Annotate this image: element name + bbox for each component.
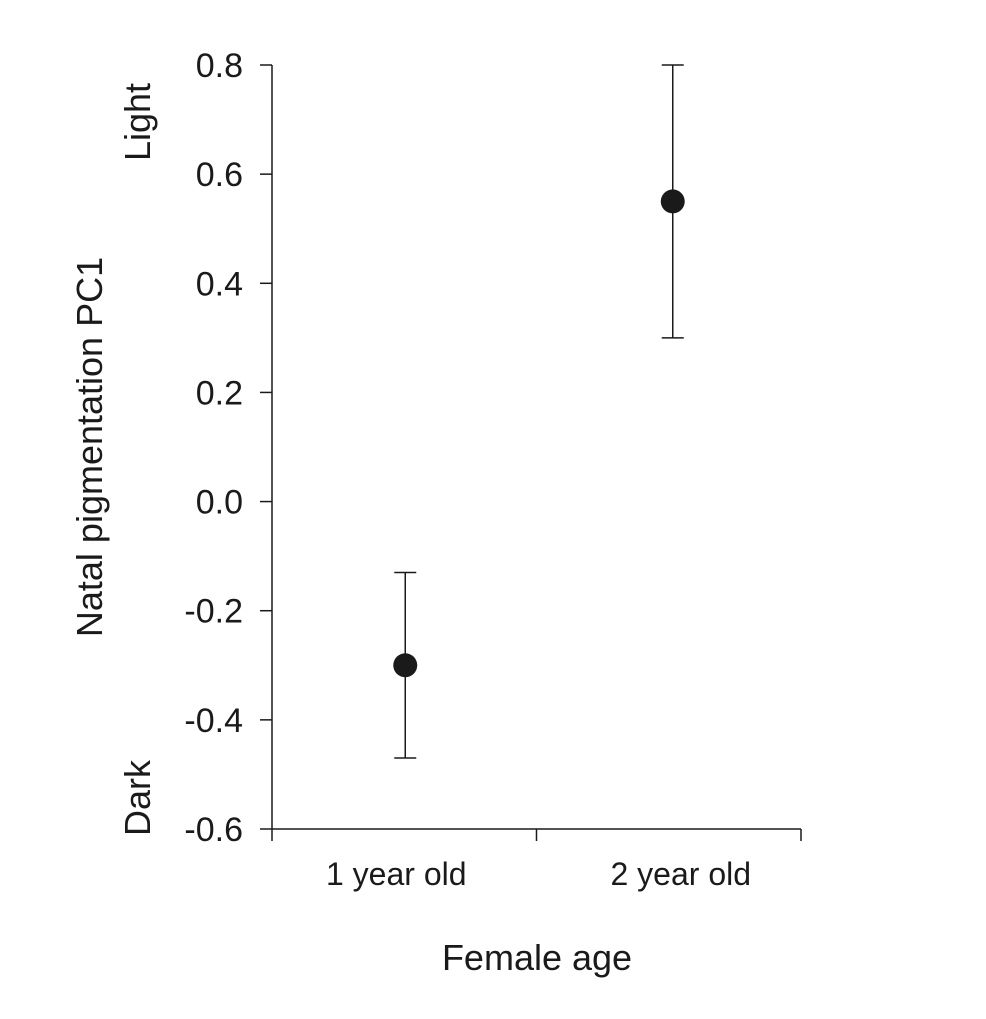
x-tick-label: 1 year old <box>326 856 467 892</box>
y-tick-label: -0.4 <box>184 702 243 740</box>
x-tick-label: 2 year old <box>610 856 751 892</box>
y-tick-label: 0.0 <box>196 484 243 522</box>
data-marks <box>393 64 685 759</box>
x-ticks: 1 year old 2 year old <box>271 829 802 892</box>
y-annotation-dark: Dark <box>117 759 158 836</box>
data-point <box>660 189 685 214</box>
x-axis-label: Female age <box>442 937 632 978</box>
y-annotation-light: Light <box>117 83 158 161</box>
data-point <box>393 653 418 678</box>
y-tick-label: -0.6 <box>184 811 243 849</box>
axes <box>271 65 801 830</box>
y-tick-label: 0.4 <box>196 265 243 303</box>
y-tick-label: -0.2 <box>184 593 243 631</box>
y-tick-label: 0.6 <box>196 156 243 194</box>
y-axis-label: Natal pigmentation PC1 <box>69 257 110 637</box>
y-tick-label: 0.2 <box>196 374 243 412</box>
y-tick-label: 0.8 <box>196 47 243 85</box>
y-ticks: 0.8 0.6 0.4 0.2 0.0 -0.2 -0.4 -0.6 <box>184 47 272 849</box>
